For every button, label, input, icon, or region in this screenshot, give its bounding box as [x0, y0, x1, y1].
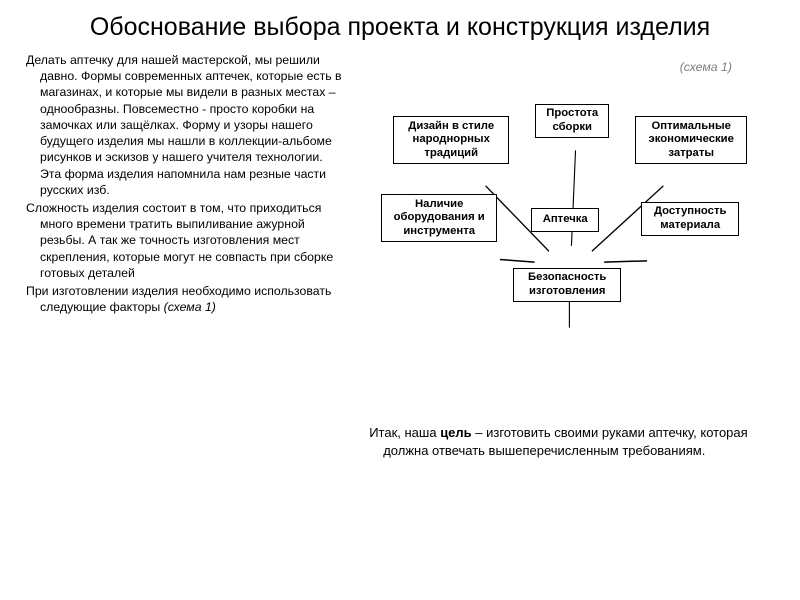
slide: Обоснование выбора проекта и конструкция… [0, 0, 800, 600]
page-title: Обоснование выбора проекта и конструкция… [26, 12, 774, 42]
diagram-node-mid_r: Доступность материала [641, 202, 739, 236]
columns: Делать аптечку для нашей мастерской, мы … [26, 52, 774, 459]
conclusion-a: Итак, наша [369, 425, 440, 440]
paragraph-3-ref: (схема 1) [164, 300, 216, 314]
conclusion-goal: цель [440, 425, 471, 440]
diagram-node-mid_l: Наличие оборудования и инструмента [381, 194, 497, 242]
conclusion: Итак, наша цель – изготовить своими рука… [383, 424, 774, 459]
left-column: Делать аптечку для нашей мастерской, мы … [26, 52, 347, 459]
paragraph-1: Делать аптечку для нашей мастерской, мы … [26, 52, 347, 198]
paragraph-3: При изготовлении изделия необходимо испо… [26, 283, 347, 315]
diagram-node-center: Аптечка [531, 208, 599, 232]
diagram-edge [604, 261, 647, 262]
diagram: Аптечка Дизайн в стиле народнорных традиц… [365, 104, 774, 404]
diagram-node-top_r: Оптимальные экономические затраты [635, 116, 747, 164]
diagram-node-bot: Безопасность изготовления [513, 268, 621, 302]
diagram-edge [500, 259, 535, 262]
right-column: (схема 1) Аптечка Дизайн в стиле народнор… [365, 52, 774, 459]
paragraph-2: Сложность изделия состоит в том, что при… [26, 200, 347, 281]
diagram-node-top_l: Дизайн в стиле народнорных традиций [393, 116, 509, 164]
schema-label: (схема 1) [680, 60, 732, 74]
diagram-node-top_c: Простота сборки [535, 104, 609, 138]
